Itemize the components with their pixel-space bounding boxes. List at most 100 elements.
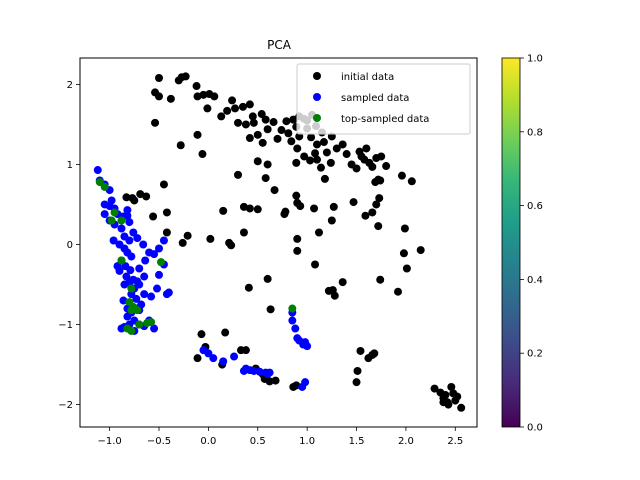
x-tick-label: 1.0 — [299, 436, 315, 447]
point-s2-13 — [135, 320, 144, 329]
point-s0-123 — [244, 283, 253, 292]
y-axis: −2 −1 0 1 2 — [58, 80, 80, 411]
legend-label-0: initial data — [341, 72, 394, 83]
point-s0-137 — [197, 330, 206, 339]
point-s0-166 — [457, 403, 466, 412]
point-s0-93 — [310, 204, 319, 213]
point-s2-4 — [117, 216, 126, 225]
point-s0-140 — [193, 354, 202, 363]
point-s0-25 — [245, 100, 254, 109]
point-s0-82 — [219, 206, 228, 215]
point-s0-148 — [271, 376, 280, 385]
point-s0-99 — [361, 211, 370, 220]
point-s0-59 — [352, 164, 361, 173]
point-s2-2 — [110, 208, 119, 217]
point-s0-28 — [257, 110, 266, 119]
point-s1-53 — [162, 290, 171, 299]
point-s0-72 — [306, 156, 315, 165]
legend-marker-0 — [313, 72, 321, 80]
point-s0-35 — [277, 126, 286, 135]
series-1 — [93, 166, 312, 391]
point-s0-36 — [282, 117, 291, 126]
point-s0-77 — [263, 160, 272, 169]
point-s1-31 — [140, 290, 149, 299]
point-s1-66 — [109, 236, 118, 245]
point-s0-138 — [221, 328, 230, 337]
point-s0-44 — [284, 129, 293, 138]
point-s1-29 — [127, 290, 136, 299]
point-s0-29 — [261, 115, 270, 124]
point-s0-71 — [320, 174, 329, 183]
x-tick-label: −0.5 — [147, 436, 171, 447]
point-s1-56 — [145, 248, 154, 257]
point-s1-30 — [132, 294, 141, 303]
legend-frame — [296, 63, 471, 135]
point-s0-127 — [162, 228, 171, 237]
point-s1-60 — [135, 280, 144, 289]
point-s1-22 — [126, 266, 135, 275]
point-s0-92 — [280, 210, 289, 219]
point-s0-96 — [329, 202, 338, 211]
point-s0-19 — [228, 96, 237, 105]
point-s1-10 — [117, 224, 126, 233]
plot-frame — [79, 57, 478, 428]
legend-marker-1 — [313, 93, 321, 101]
point-s0-69 — [313, 155, 322, 164]
point-s0-0 — [155, 74, 163, 83]
point-s1-55 — [135, 264, 144, 273]
point-s1-54 — [141, 256, 150, 265]
point-s0-9 — [199, 90, 208, 99]
point-s1-57 — [139, 240, 148, 249]
point-s0-53 — [322, 148, 331, 157]
colorbar-tick-label: 0.2 — [527, 349, 543, 360]
point-s1-46 — [153, 284, 162, 293]
point-s0-135 — [142, 192, 151, 201]
point-s0-32 — [263, 125, 272, 134]
point-s1-84 — [219, 357, 228, 366]
point-s0-85 — [253, 205, 262, 214]
point-s0-111 — [402, 264, 411, 273]
colorbar-tick-label: 0.4 — [527, 275, 543, 286]
point-s0-129 — [149, 212, 158, 221]
point-s0-63 — [368, 162, 377, 171]
point-s0-121 — [263, 274, 272, 283]
point-s0-49 — [307, 133, 316, 142]
point-s0-101 — [375, 194, 384, 203]
point-s0-153 — [356, 346, 365, 355]
point-s0-161 — [447, 382, 456, 391]
points-layer — [93, 72, 466, 412]
point-s0-66 — [382, 162, 391, 171]
point-s0-21 — [238, 102, 247, 111]
point-s1-59 — [129, 228, 138, 237]
point-s0-122 — [266, 305, 275, 314]
point-s0-130 — [159, 180, 168, 189]
point-s0-7 — [181, 72, 190, 81]
point-s0-88 — [292, 191, 301, 200]
colorbar-tick-label: 0.8 — [527, 127, 543, 138]
x-tick-label: 2.5 — [447, 436, 463, 447]
series-0 — [122, 72, 466, 412]
point-s1-0 — [93, 166, 102, 175]
point-s1-93 — [265, 368, 274, 377]
y-tick-label: 1 — [67, 160, 73, 171]
point-s1-18 — [127, 252, 136, 261]
y-tick-label: −2 — [58, 400, 73, 411]
point-s0-22 — [234, 118, 243, 127]
colorbar-tick-label: 0.6 — [527, 201, 543, 212]
point-s0-100 — [372, 200, 381, 209]
colorbar-tick-label: 0.0 — [527, 423, 543, 434]
x-tick-label: 0.0 — [200, 436, 216, 447]
point-s0-46 — [293, 144, 302, 153]
point-s0-133 — [122, 193, 131, 202]
point-s0-128 — [162, 208, 171, 217]
point-s0-90 — [296, 202, 305, 211]
point-s0-143 — [241, 346, 250, 355]
point-s0-167 — [439, 398, 448, 407]
point-s0-125 — [206, 234, 215, 243]
point-s0-117 — [324, 286, 333, 295]
point-s0-31 — [258, 138, 267, 147]
legend-label-1: sampled data — [341, 93, 409, 104]
point-s1-12 — [125, 218, 134, 227]
point-s0-168 — [441, 390, 450, 399]
point-s1-41 — [117, 324, 126, 333]
